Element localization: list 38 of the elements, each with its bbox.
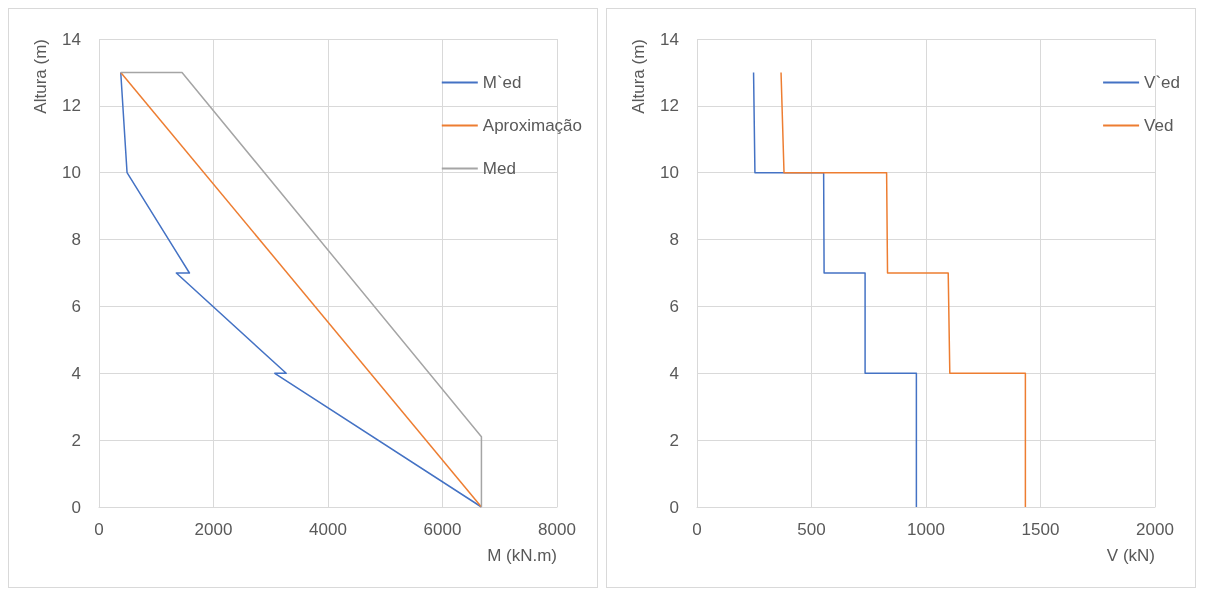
x-tick-label: 8000	[538, 520, 576, 539]
y-tick-label: 10	[62, 163, 81, 183]
legend-label: V`ed	[1144, 73, 1181, 92]
line-series	[120, 71, 483, 508]
legend-label: Aproximação	[482, 116, 583, 135]
y-tick-label: 10	[660, 163, 679, 183]
x-tick-label: 2000	[1136, 520, 1174, 539]
y-tick-label: 8	[669, 230, 679, 250]
x-axis-title: M (kN.m)	[487, 546, 557, 565]
x-axis-title: V (kN)	[1106, 546, 1155, 565]
y-tick-label: 12	[660, 96, 679, 116]
y-tick-label: 2	[669, 430, 679, 450]
legend-label: M`ed	[482, 73, 522, 92]
y-tick-label: 2	[71, 430, 81, 450]
line-series	[752, 71, 918, 508]
y-tick-label: 0	[71, 497, 81, 517]
line-series	[780, 71, 1027, 508]
x-tick-label: 1500	[1021, 520, 1060, 539]
legend-label: Med	[482, 159, 516, 178]
y-tick-label: 6	[71, 296, 81, 316]
y-tick-label: 4	[669, 363, 679, 383]
y-axis-title: Altura (m)	[629, 39, 648, 114]
y-tick-label: 0	[669, 497, 679, 517]
x-tick-label: 0	[94, 520, 104, 539]
y-tick-label: 14	[660, 29, 679, 49]
x-tick-label: 500	[797, 520, 826, 539]
y-tick-label: 14	[62, 29, 81, 49]
x-tick-label: 4000	[309, 520, 347, 539]
y-tick-label: 8	[71, 230, 81, 250]
x-tick-label: 2000	[194, 520, 233, 539]
x-tick-label: 6000	[423, 520, 462, 539]
x-tick-label: 0	[692, 520, 702, 539]
legend-label: Ved	[1144, 116, 1174, 135]
y-tick-label: 4	[71, 363, 81, 383]
x-tick-label: 1000	[907, 520, 945, 539]
y-axis-title: Altura (m)	[31, 39, 50, 114]
y-tick-label: 6	[669, 296, 679, 316]
y-tick-label: 12	[62, 96, 81, 116]
